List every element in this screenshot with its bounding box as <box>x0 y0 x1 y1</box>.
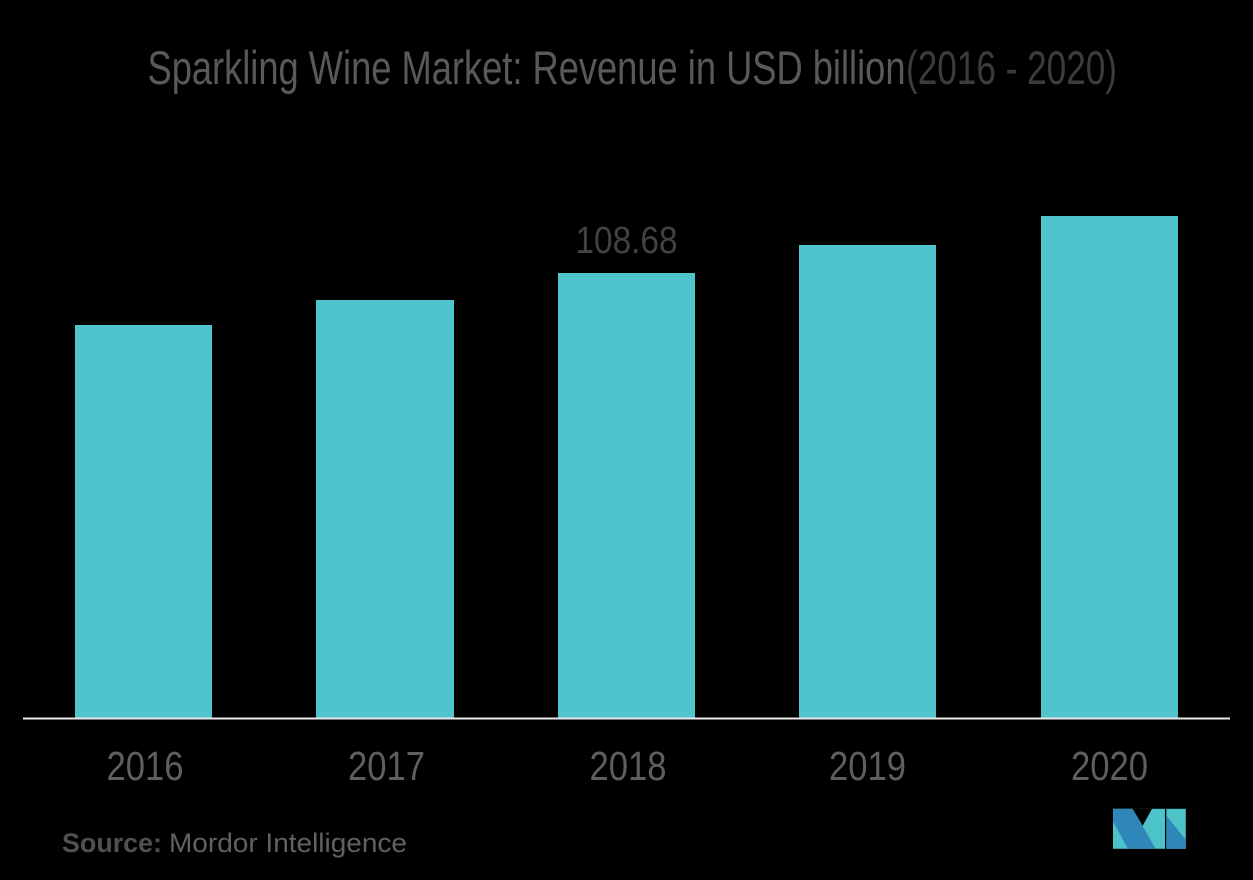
svg-text:(2016 - 2020): (2016 - 2020) <box>906 42 1117 95</box>
svg-text:2017: 2017 <box>348 743 425 789</box>
svg-text:2016: 2016 <box>107 743 184 789</box>
svg-text:2018: 2018 <box>590 743 667 789</box>
svg-text:Sparkling Wine Market: Revenue: Sparkling Wine Market: Revenue in USD bi… <box>148 42 906 95</box>
svg-text:Mordor Intelligence: Mordor Intelligence <box>169 828 407 858</box>
svg-text:108.68: 108.68 <box>576 220 678 262</box>
svg-text:2019: 2019 <box>829 743 906 789</box>
svg-text:2020: 2020 <box>1071 743 1148 789</box>
svg-text:Source:: Source: <box>62 828 162 858</box>
